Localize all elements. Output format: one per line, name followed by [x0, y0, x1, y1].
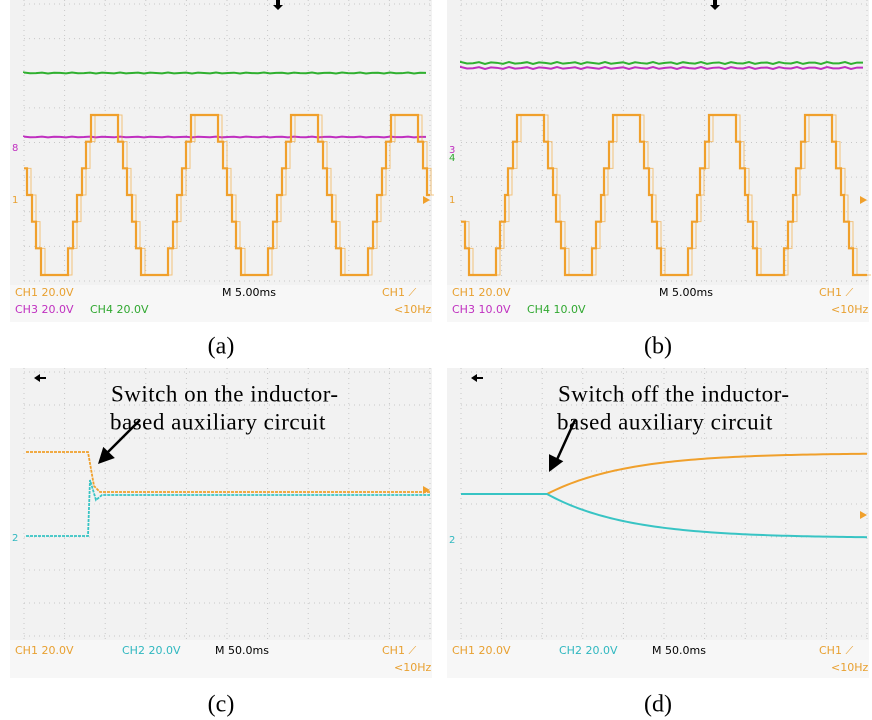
waveform-jitter	[465, 114, 871, 276]
waveform-jitter	[28, 114, 434, 276]
readout: CH1 ⟋	[382, 644, 416, 657]
waveform	[26, 451, 430, 493]
scope-screen	[10, 368, 432, 640]
trigger-arrow	[471, 374, 483, 382]
annotation: based auxiliary circuit	[557, 409, 773, 434]
waveform	[23, 71, 427, 75]
scope-panel: 2 CH1 20.0V CH2 20.0V M 50.0ms CH1 ⟋ <10Hz Swi…	[447, 368, 869, 678]
readout-bar	[10, 285, 432, 322]
channel-marker: 1	[449, 195, 455, 206]
arrow-line	[553, 419, 577, 465]
readout: M 5.00ms	[222, 286, 276, 299]
waveform	[460, 65, 864, 71]
annotation: Switch on the inductor-	[111, 381, 339, 406]
readout: M 50.0ms	[652, 644, 706, 657]
channel-marker: 3	[449, 145, 455, 156]
readout: <10Hz	[394, 661, 431, 674]
readout: CH1 20.0V	[452, 286, 511, 299]
panel-caption: (b)	[644, 334, 672, 360]
trigger-arrow	[273, 0, 283, 10]
readout-bar	[10, 640, 432, 678]
arrow-head	[549, 454, 564, 472]
readout: <10Hz	[394, 303, 431, 316]
channel-marker: 8	[12, 143, 18, 154]
trigger-arrow	[34, 374, 46, 382]
waveform	[461, 493, 868, 539]
readout: M 5.00ms	[659, 286, 713, 299]
scope-panel: 2 CH1 20.0V CH2 20.0V M 50.0ms CH1 ⟋ <10Hz Swi…	[10, 368, 432, 678]
readout: CH1 20.0V	[15, 286, 74, 299]
trigger-arrow	[710, 0, 720, 10]
readout: CH4 20.0V	[90, 303, 149, 316]
readout: <10Hz	[831, 661, 868, 674]
readout: M 50.0ms	[215, 644, 269, 657]
readout: CH1 ⟋	[819, 644, 853, 657]
channel-marker: 2	[449, 535, 455, 546]
channel-marker: 1	[12, 195, 18, 206]
readout-bar	[447, 285, 869, 322]
readout: CH1 20.0V	[15, 644, 74, 657]
readout: CH2 20.0V	[122, 644, 181, 657]
readout: CH3 20.0V	[15, 303, 74, 316]
arrow-line	[103, 419, 141, 457]
channel-marker: 2	[12, 533, 18, 544]
level-arrow	[423, 196, 430, 204]
readout: CH2 20.0V	[559, 644, 618, 657]
waveform	[23, 135, 427, 139]
scope-panel: 8 1 CH1 20.0V M 5.00ms CH1 ⟋ CH3 20.0V CH4 20.…	[10, 0, 434, 322]
readout: <10Hz	[831, 303, 868, 316]
scope-panel: 34 1 CH1 20.0V M 5.00ms CH1 ⟋ CH3 10.0V CH4 10…	[447, 0, 871, 322]
level-arrow	[860, 511, 867, 519]
panel-caption: (d)	[644, 692, 672, 718]
readout: CH1 ⟋	[819, 286, 853, 299]
arrow-head	[98, 446, 115, 464]
readout: CH4 10.0V	[527, 303, 586, 316]
readout-bar	[447, 640, 869, 678]
waveform	[26, 479, 430, 537]
waveform	[461, 452, 868, 495]
annotation: based auxiliary circuit	[110, 409, 326, 434]
scope-screen	[447, 368, 869, 640]
panel-caption: (a)	[208, 334, 235, 360]
channel-marker: 4	[449, 153, 455, 164]
panel-caption: (c)	[208, 692, 235, 718]
readout: CH3 10.0V	[452, 303, 511, 316]
waveform	[460, 60, 864, 66]
readout: CH1 20.0V	[452, 644, 511, 657]
level-arrow	[860, 196, 867, 204]
readout: CH1 ⟋	[382, 286, 416, 299]
annotation: Switch off the inductor-	[558, 381, 790, 406]
